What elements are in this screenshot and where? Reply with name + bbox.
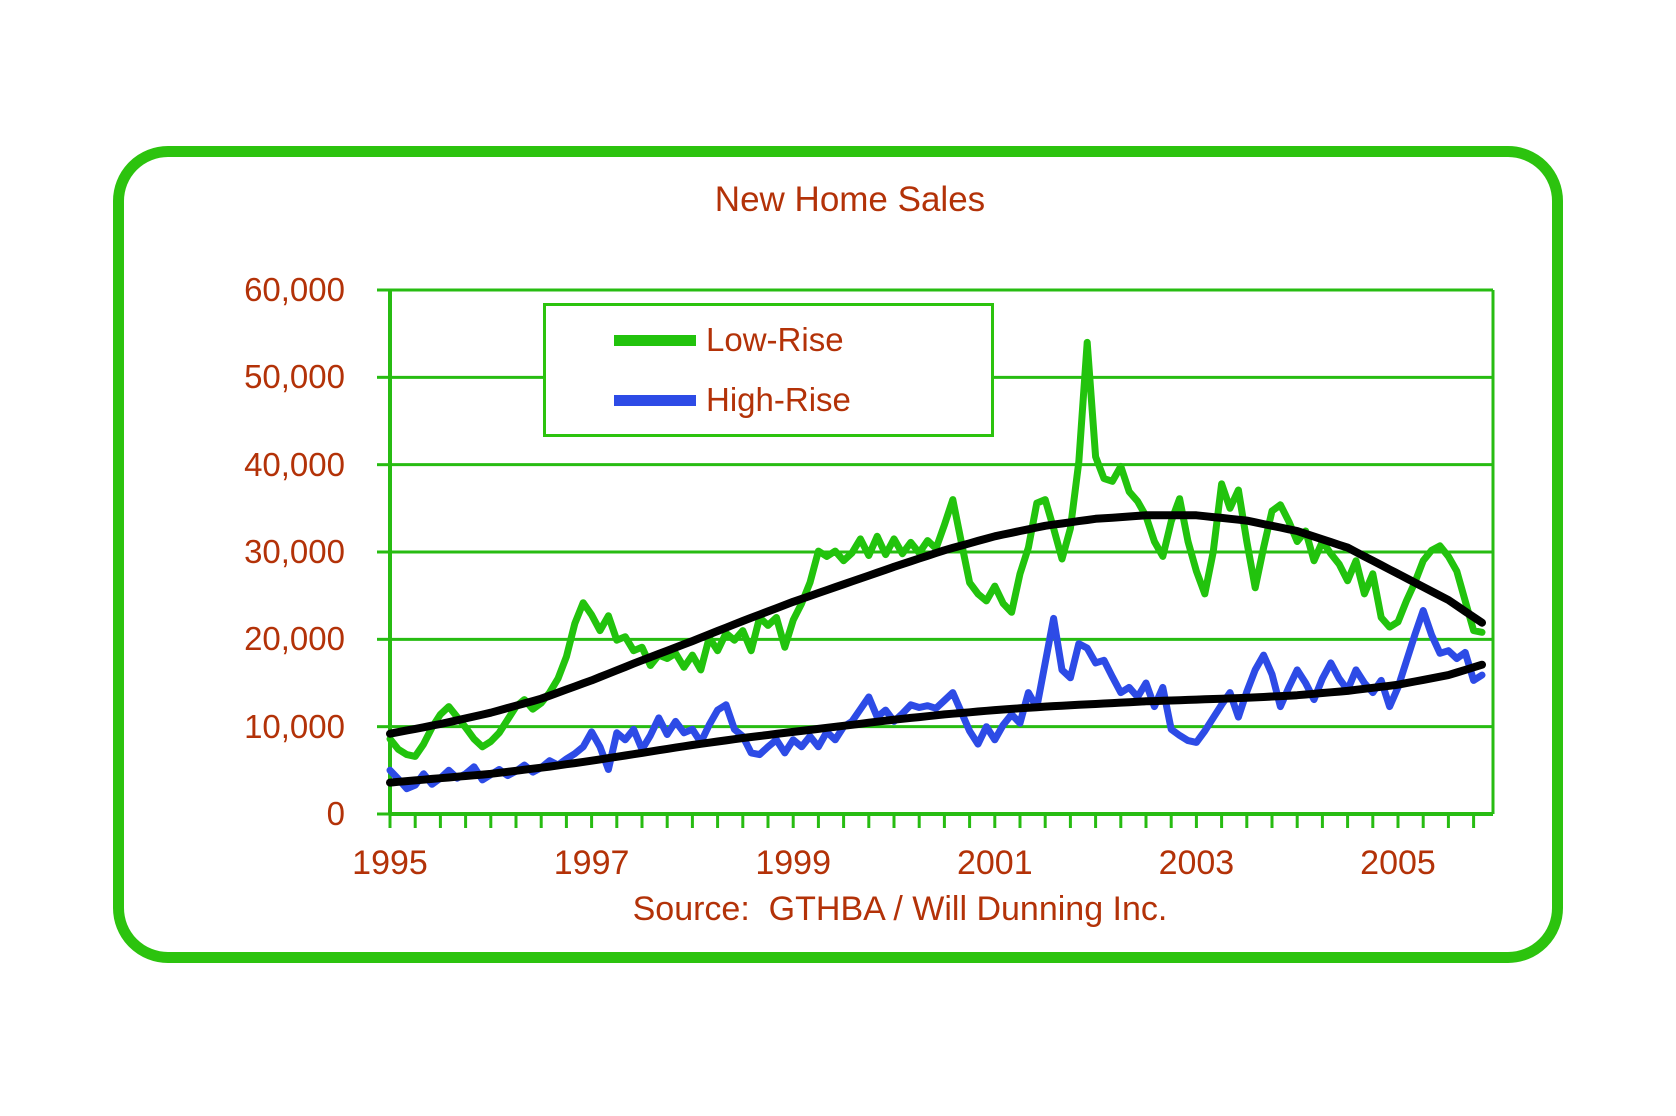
y-tick-label-0: 0: [326, 795, 345, 832]
y-tick-label-20000: 20,000: [244, 620, 345, 658]
trend-line-low-rise-trend: [386, 511, 1486, 738]
source-caption: Source: GTHBA / Will Dunning Inc.: [632, 890, 1168, 928]
low-rise-line-swatch: [614, 334, 696, 346]
y-tick-label-10000: 10,000: [244, 707, 345, 745]
chart-title: New Home Sales: [714, 180, 986, 219]
x-tick-label-1995: 1995: [352, 844, 428, 882]
y-tick-label-50000: 50,000: [244, 358, 345, 396]
trend-line-high-rise-trend: [386, 660, 1486, 787]
y-tick-label-60000: 60,000: [244, 271, 345, 308]
legend-label-low-rise: Low-Rise: [706, 321, 844, 358]
high-rise-line-swatch: [614, 394, 696, 406]
x-tick-label-2005: 2005: [1360, 844, 1436, 882]
y-tick-label-40000: 40,000: [244, 445, 345, 483]
legend: Low-Rise High-Rise: [543, 303, 994, 437]
x-tick-label-2001: 2001: [956, 844, 1033, 882]
y-tick-label-30000: 30,000: [244, 533, 345, 570]
legend-item-high-rise: High-Rise: [614, 381, 991, 419]
x-tick-label-1999: 1999: [755, 844, 831, 882]
legend-label-high-rise: High-Rise: [706, 381, 851, 418]
legend-item-low-rise: Low-Rise: [614, 321, 991, 359]
x-tick-label-1997: 1997: [553, 844, 630, 882]
x-tick-label-2003: 2003: [1158, 844, 1235, 882]
series-line-low-rise: [386, 338, 1486, 760]
series-line-high-rise: [386, 607, 1486, 793]
